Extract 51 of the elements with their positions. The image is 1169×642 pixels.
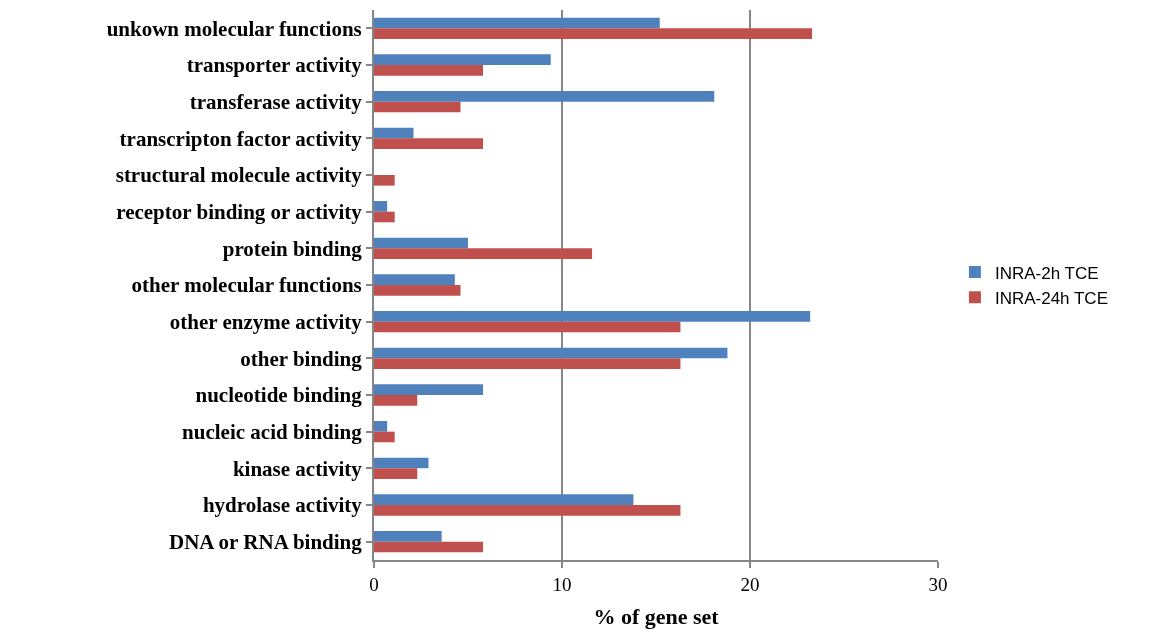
y-tick-label: kinase activity	[232, 456, 363, 481]
y-tick-label: protein binding	[222, 236, 363, 261]
y-tick-label: receptor binding or activity	[116, 200, 363, 225]
y-tick-label: other molecular functions	[131, 273, 362, 298]
x-tick-label: 10	[552, 573, 572, 595]
bar	[374, 28, 813, 39]
x-tick-label: 30	[928, 573, 948, 595]
y-tick-label: transferase activity	[189, 90, 363, 115]
bar	[374, 384, 484, 395]
y-tick-label: other binding	[240, 346, 363, 371]
bar	[374, 505, 681, 516]
bar	[374, 17, 660, 29]
legend-label: INRA-2h TCE	[994, 263, 1099, 283]
bar	[374, 358, 681, 369]
bar	[374, 54, 551, 65]
y-tick-label: DNA or RNA binding	[169, 530, 363, 555]
bar	[374, 311, 811, 322]
x-tick-label: 20	[740, 573, 760, 595]
bar	[374, 65, 484, 76]
y-tick-label: structural molecule activity	[115, 163, 363, 188]
bar	[374, 494, 634, 505]
bar	[374, 127, 414, 139]
bar	[374, 468, 418, 479]
legend-label: INRA-24h TCE	[994, 288, 1108, 308]
bar	[374, 457, 429, 469]
bar	[374, 237, 468, 249]
bar	[374, 531, 442, 542]
y-tick-label: nucleotide binding	[195, 383, 363, 408]
bar	[374, 91, 715, 102]
y-tick-label: hydrolase activity	[202, 493, 363, 518]
bar	[374, 175, 395, 186]
bar	[374, 395, 418, 406]
y-tick-label: other enzyme activity	[169, 310, 363, 335]
bar	[374, 541, 484, 553]
y-tick-label: transcripton factor activity	[119, 126, 363, 151]
y-tick-label: unkown molecular functions	[106, 16, 362, 41]
bar	[374, 201, 388, 212]
bar	[374, 274, 455, 285]
bar	[374, 421, 388, 432]
x-tick-label: 0	[369, 573, 379, 595]
bar	[374, 138, 484, 149]
bar	[374, 248, 593, 259]
x-axis-title: % of gene set	[593, 604, 720, 630]
bar	[374, 211, 395, 223]
y-tick-label: nucleic acid binding	[182, 420, 363, 445]
bar	[374, 321, 681, 333]
bar	[374, 347, 728, 359]
bar	[374, 285, 461, 296]
bar	[374, 431, 395, 443]
y-tick-label: transporter activity	[186, 53, 363, 78]
bar	[374, 101, 461, 113]
